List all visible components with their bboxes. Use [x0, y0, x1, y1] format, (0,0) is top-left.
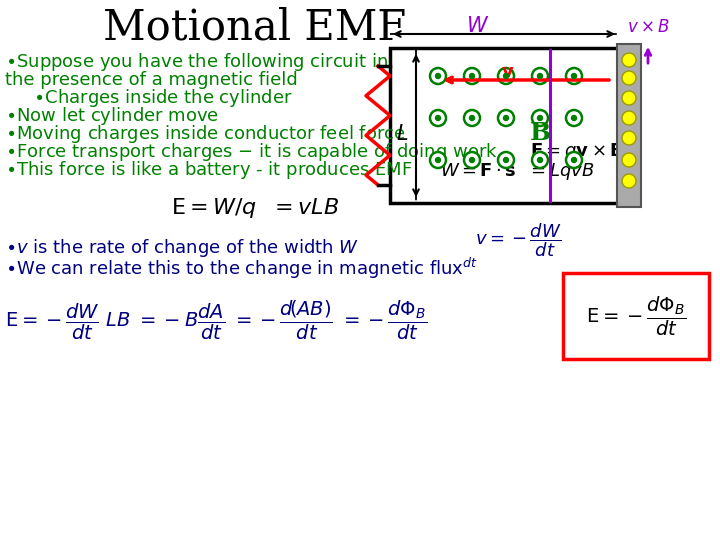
FancyBboxPatch shape — [563, 273, 709, 359]
Circle shape — [498, 152, 514, 168]
Circle shape — [464, 152, 480, 168]
Text: $v = -\dfrac{dW}{dt}$: $v = -\dfrac{dW}{dt}$ — [475, 221, 562, 259]
Text: $\bullet$Force transport charges $-$ it is capable of doing work: $\bullet$Force transport charges $-$ it … — [5, 141, 498, 163]
Circle shape — [622, 111, 636, 125]
Text: $\bullet$Charges inside the cylinder: $\bullet$Charges inside the cylinder — [22, 87, 293, 109]
Circle shape — [622, 131, 636, 145]
Circle shape — [532, 152, 548, 168]
Circle shape — [503, 158, 508, 163]
Text: $\bullet$Moving charges inside conductor feel force: $\bullet$Moving charges inside conductor… — [5, 123, 405, 145]
Circle shape — [464, 68, 480, 84]
Circle shape — [503, 116, 508, 120]
Text: $\bullet$Suppose you have the following circuit in: $\bullet$Suppose you have the following … — [5, 51, 388, 73]
Text: $L$: $L$ — [396, 124, 408, 144]
Text: $\bullet$$v$ is the rate of change of the width $W$: $\bullet$$v$ is the rate of change of th… — [5, 237, 359, 259]
Circle shape — [622, 53, 636, 67]
Text: Motional EMF: Motional EMF — [104, 7, 407, 49]
Circle shape — [622, 71, 636, 85]
Circle shape — [566, 110, 582, 126]
Circle shape — [436, 73, 441, 78]
Text: $\mathbf{F} = q\mathbf{v} \times \mathbf{B}$: $\mathbf{F} = q\mathbf{v} \times \mathbf… — [530, 141, 624, 163]
Text: $\mathbf{v}$: $\mathbf{v}$ — [501, 63, 515, 81]
Text: the presence of a magnetic field: the presence of a magnetic field — [5, 71, 298, 89]
Text: $W$: $W$ — [466, 16, 489, 36]
Circle shape — [622, 174, 636, 188]
Circle shape — [532, 68, 548, 84]
Circle shape — [498, 68, 514, 84]
Circle shape — [498, 110, 514, 126]
Text: $\bullet$We can relate this to the change in magnetic flux$^{dt}$: $\bullet$We can relate this to the chang… — [5, 255, 478, 281]
Circle shape — [469, 116, 474, 120]
Circle shape — [566, 68, 582, 84]
Circle shape — [572, 116, 577, 120]
Circle shape — [538, 116, 542, 120]
Circle shape — [469, 73, 474, 78]
Circle shape — [430, 68, 446, 84]
Circle shape — [538, 158, 542, 163]
Text: $\bullet$Now let cylinder move: $\bullet$Now let cylinder move — [5, 105, 219, 127]
Circle shape — [572, 73, 577, 78]
Circle shape — [622, 153, 636, 167]
Text: $\mathsf{E} = W/q\ \ = vLB$: $\mathsf{E} = W/q\ \ = vLB$ — [171, 196, 339, 220]
Circle shape — [430, 110, 446, 126]
Circle shape — [532, 110, 548, 126]
Text: $\mathsf{E} = -\dfrac{d\Phi_B}{dt}$: $\mathsf{E} = -\dfrac{d\Phi_B}{dt}$ — [586, 294, 686, 338]
Circle shape — [622, 91, 636, 105]
Circle shape — [503, 73, 508, 78]
Text: $W = \mathbf{F} \cdot \mathbf{s}\ \ = LqvB$: $W = \mathbf{F} \cdot \mathbf{s}\ \ = Lq… — [440, 161, 595, 183]
Circle shape — [566, 152, 582, 168]
Circle shape — [464, 110, 480, 126]
Bar — [617, 44, 641, 207]
Circle shape — [430, 152, 446, 168]
Circle shape — [572, 158, 577, 163]
Text: $v \times B$: $v \times B$ — [626, 19, 670, 37]
Circle shape — [436, 116, 441, 120]
Text: $\mathsf{E}=-\dfrac{dW}{dt}\ LB\ = -B\dfrac{dA}{dt}\ = -\dfrac{d\!\left(AB\right: $\mathsf{E}=-\dfrac{dW}{dt}\ LB\ = -B\df… — [5, 298, 428, 342]
Circle shape — [469, 158, 474, 163]
Circle shape — [436, 158, 441, 163]
Text: $\bullet$This force is like a battery - it produces EMF: $\bullet$This force is like a battery - … — [5, 159, 413, 181]
Text: B: B — [529, 121, 551, 145]
Circle shape — [538, 73, 542, 78]
Bar — [390, 48, 620, 203]
